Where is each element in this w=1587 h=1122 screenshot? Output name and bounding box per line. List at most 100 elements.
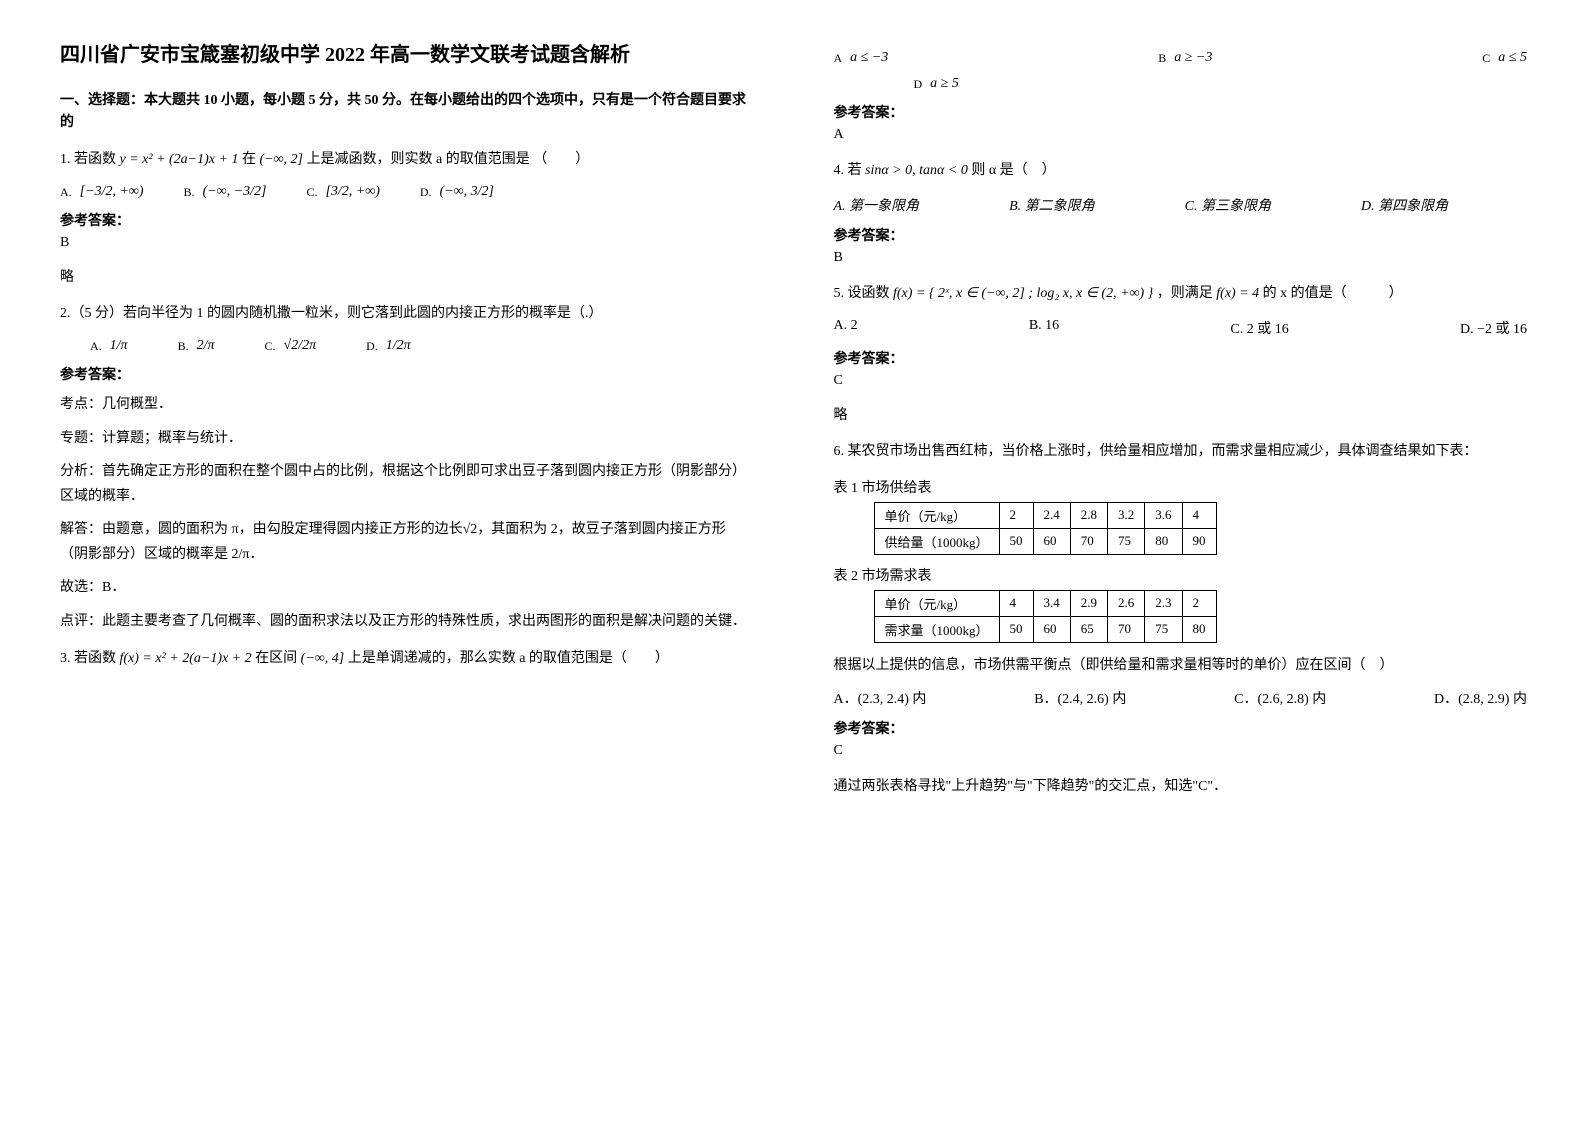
table-row: 需求量（1000kg） 50 60 65 70 75 80 — [874, 616, 1216, 642]
cell: 3.6 — [1145, 502, 1182, 528]
q3-a-label: A — [834, 51, 843, 66]
cell: 2 — [1182, 590, 1216, 616]
cell: 2.4 — [1033, 502, 1070, 528]
q1-answer-note: 略 — [60, 266, 754, 286]
q4-answer: B — [834, 250, 1528, 266]
q5-opt-d: D. −2 或 16 — [1460, 318, 1527, 338]
cell: 4 — [1182, 502, 1216, 528]
q4-answer-label: 参考答案： — [834, 225, 1528, 245]
cell: 供给量（1000kg） — [874, 528, 999, 554]
question-2: 2.（5 分）若向半径为 1 的圆内随机撒一粒米，则它落到此圆的内接正方形的概率… — [60, 301, 754, 326]
cell: 单价（元/kg） — [874, 502, 999, 528]
cell: 50 — [999, 616, 1033, 642]
q4-opt-d: D. 第四象限角 — [1361, 195, 1448, 215]
q2-opt-c-val: √2/2π — [284, 338, 317, 354]
q3-suffix: 上是单调递减的，那么实数 a 的取值范围是（ ） — [348, 651, 669, 666]
q3-options-row1: A a ≤ −3 B a ≥ −3 C a ≤ 5 — [834, 50, 1528, 66]
q3-option-d: D a ≥ 5 — [914, 76, 1528, 92]
q2-option-a: A. 1/π — [90, 338, 128, 354]
q1-opt-c-val: [3/2, +∞) — [325, 184, 379, 200]
q5-opt-a: A. 2 — [834, 318, 858, 338]
q3-option-b: B a ≥ −3 — [1158, 50, 1212, 66]
q2-note-4: 故选：B． — [60, 575, 754, 600]
q5-options: A. 2 B. 16 C. 2 或 16 D. −2 或 16 — [834, 318, 1528, 338]
q5-suffix: 的 x 的值是（ ） — [1263, 286, 1403, 301]
q3-options-row2: D a ≥ 5 — [914, 76, 1528, 92]
q1-opt-d-val: (−∞, 3/2] — [440, 184, 494, 200]
q5-opt-b: B. 16 — [1029, 318, 1059, 338]
table2-caption: 表 2 市场需求表 — [834, 565, 1528, 585]
q6-answer-note: 通过两张表格寻找"上升趋势"与"下降趋势"的交汇点，知选"C"． — [834, 774, 1528, 799]
demand-table: 单价（元/kg） 4 3.4 2.9 2.6 2.3 2 需求量（1000kg）… — [874, 590, 1217, 643]
q3-opt-b-val: a ≥ −3 — [1174, 50, 1212, 66]
q5-answer: C — [834, 373, 1528, 389]
q3-prefix: 3. 若函数 — [60, 651, 116, 666]
right-column: A a ≤ −3 B a ≥ −3 C a ≤ 5 D a ≥ 5 参考答案： … — [834, 40, 1528, 807]
cell: 75 — [1145, 616, 1182, 642]
cell: 2.8 — [1070, 502, 1107, 528]
section-1-header: 一、选择题：本大题共 10 小题，每小题 5 分，共 50 分。在每小题给出的四… — [60, 90, 754, 135]
cell: 50 — [999, 528, 1033, 554]
q1-interval: (−∞, 2] — [259, 152, 303, 167]
table-row: 供给量（1000kg） 50 60 70 75 80 90 — [874, 528, 1216, 554]
q3-opt-d-val: a ≥ 5 — [930, 76, 959, 92]
q6-opt-b: B．(2.4, 2.6) 内 — [1034, 688, 1126, 708]
q2-note-2: 分析：首先确定正方形的面积在整个圆中占的比例，根据这个比例即可求出豆子落到圆内接… — [60, 459, 754, 509]
q5-answer-note: 略 — [834, 404, 1528, 424]
q1-answer-label: 参考答案： — [60, 210, 754, 230]
q3-interval: (−∞, 4] — [301, 651, 345, 666]
q3-option-c: C a ≤ 5 — [1482, 50, 1527, 66]
q1-option-b: B. (−∞, −3/2] — [184, 184, 267, 200]
q6-answer: C — [834, 743, 1528, 759]
q6-opt-a: A．(2.3, 2.4) 内 — [834, 688, 927, 708]
q6-answer-label: 参考答案： — [834, 718, 1528, 738]
q3-opt-c-val: a ≤ 5 — [1498, 50, 1527, 66]
cell: 需求量（1000kg） — [874, 616, 999, 642]
question-5: 5. 设函数 f(x) = { 2ˣ, x ∈ (−∞, 2] ; log₂ x… — [834, 281, 1528, 306]
q2-opt-b-val: 2/π — [197, 338, 215, 354]
q2-note-1: 专题：计算题；概率与统计． — [60, 426, 754, 451]
q2-note-3: 解答：由题意，圆的面积为 π，由勾股定理得圆内接正方形的边长√2，其面积为 2，… — [60, 517, 754, 567]
q3-d-label: D — [914, 77, 923, 92]
q6-opt-d: D．(2.8, 2.9) 内 — [1434, 688, 1527, 708]
cell: 单价（元/kg） — [874, 590, 999, 616]
question-3: 3. 若函数 f(x) = x² + 2(a−1)x + 2 在区间 (−∞, … — [60, 646, 754, 671]
q2-opt-d-val: 1/2π — [386, 338, 411, 354]
q4-prefix: 4. 若 — [834, 163, 862, 178]
q1-option-c: C. [3/2, +∞) — [306, 184, 379, 200]
q2-answer-label: 参考答案： — [60, 364, 754, 384]
q4-suffix: 则 α 是（ ） — [971, 163, 1055, 178]
q1-options: A. [−3/2, +∞) B. (−∞, −3/2] C. [3/2, +∞)… — [60, 184, 754, 200]
q4-opt-b: B. 第二象限角 — [1009, 195, 1095, 215]
q2-note-0: 考点：几何概型． — [60, 392, 754, 417]
cell: 70 — [1070, 528, 1107, 554]
cell: 65 — [1070, 616, 1107, 642]
q3-opt-a-val: a ≤ −3 — [850, 50, 888, 66]
table-row: 单价（元/kg） 2 2.4 2.8 3.2 3.6 4 — [874, 502, 1216, 528]
q4-formula: sinα > 0, tanα < 0 — [865, 163, 968, 178]
page-title: 四川省广安市宝箴塞初级中学 2022 年高一数学文联考试题含解析 — [60, 40, 754, 70]
q2-option-d: D. 1/2π — [366, 338, 411, 354]
q4-opt-c: C. 第三象限角 — [1185, 195, 1271, 215]
cell: 60 — [1033, 616, 1070, 642]
q6-opt-c: C．(2.6, 2.8) 内 — [1234, 688, 1326, 708]
q3-b-label: B — [1158, 51, 1166, 66]
cell: 70 — [1108, 616, 1145, 642]
question-1: 1. 若函数 y = x² + (2a−1)x + 1 在 (−∞, 2] 上是… — [60, 147, 754, 172]
q2-opt-a-val: 1/π — [110, 338, 128, 354]
q6-options: A．(2.3, 2.4) 内 B．(2.4, 2.6) 内 C．(2.6, 2.… — [834, 688, 1528, 708]
cell: 3.4 — [1033, 590, 1070, 616]
cell: 3.2 — [1108, 502, 1145, 528]
cell: 4 — [999, 590, 1033, 616]
q5-mid: ，则满足 — [1157, 286, 1213, 301]
q5-prefix: 5. 设函数 — [834, 286, 890, 301]
supply-table: 单价（元/kg） 2 2.4 2.8 3.2 3.6 4 供给量（1000kg）… — [874, 502, 1217, 555]
cell: 60 — [1033, 528, 1070, 554]
q5-cond: f(x) = 4 — [1216, 286, 1259, 301]
q5-answer-label: 参考答案： — [834, 348, 1528, 368]
q4-opt-a: A. 第一象限角 — [834, 195, 920, 215]
q2-option-b: B. 2/π — [178, 338, 215, 354]
question-4: 4. 若 sinα > 0, tanα < 0 则 α 是（ ） — [834, 158, 1528, 183]
q3-answer: A — [834, 127, 1528, 143]
table-row: 单价（元/kg） 4 3.4 2.9 2.6 2.3 2 — [874, 590, 1216, 616]
